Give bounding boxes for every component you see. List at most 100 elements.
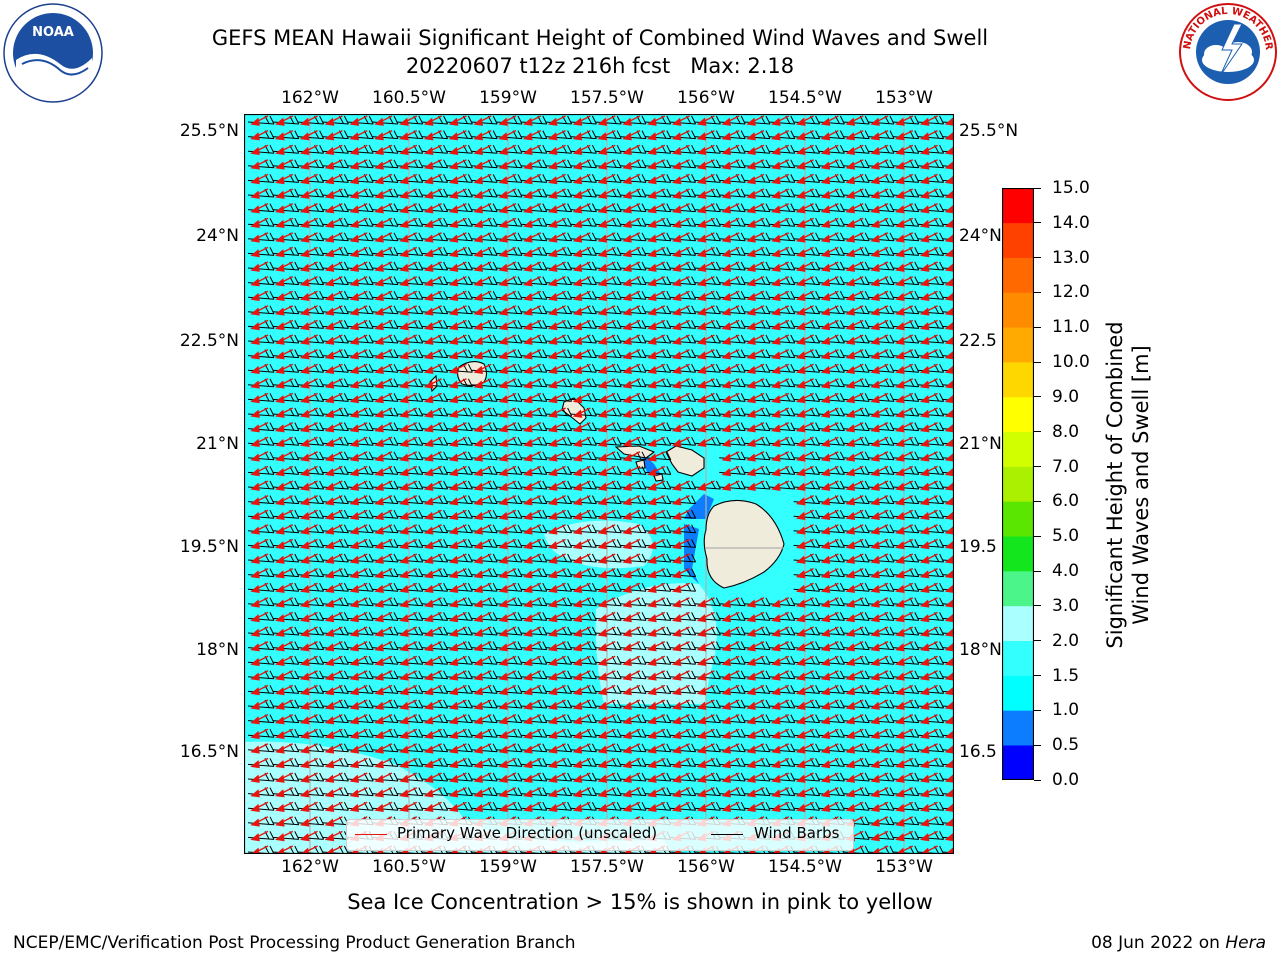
wind-barb-flag <box>839 612 845 621</box>
wind-barb <box>495 369 523 373</box>
wind-barb-flag <box>691 685 697 694</box>
wind-barb <box>495 617 523 621</box>
wave-arrow-head <box>498 161 508 170</box>
wind-barb-flag <box>269 685 275 694</box>
wind-barb-flag <box>443 539 449 548</box>
wave-arrow-head <box>671 117 682 126</box>
lat-label-right: 22.5 <box>959 331 997 351</box>
wind-barb <box>917 486 944 490</box>
wind-barb-flag <box>666 772 672 782</box>
wind-barb <box>917 136 944 140</box>
wind-barb-flag <box>517 480 523 490</box>
wind-barb <box>446 296 473 300</box>
wind-barb <box>347 705 374 709</box>
wind-barb-flag <box>839 728 845 738</box>
wind-barb <box>942 179 954 182</box>
wind-barb-flag <box>418 232 424 242</box>
wind-barb-flag <box>616 714 622 723</box>
wind-barb-flag <box>368 232 374 242</box>
wind-barb-flag <box>269 524 275 534</box>
wind-barb <box>818 223 845 227</box>
wind-barb <box>347 486 374 490</box>
wind-barb <box>768 150 795 154</box>
wind-barb <box>371 807 399 811</box>
wind-barb-flag <box>517 393 523 402</box>
wind-barb-flag <box>839 422 845 431</box>
wind-barb <box>545 530 572 534</box>
wind-barb-flag <box>418 728 424 738</box>
wind-barb <box>743 267 771 271</box>
wind-barb-flag <box>443 130 449 139</box>
wind-barb <box>793 632 820 636</box>
wind-barb-flag <box>641 305 647 315</box>
wind-barb <box>322 282 349 286</box>
wind-barb-flag <box>914 407 920 417</box>
wind-barb <box>495 807 523 811</box>
wind-barb-flag <box>691 320 697 329</box>
wind-barb <box>595 734 622 738</box>
wave-arrow-head <box>448 219 459 229</box>
wind-barb-flag <box>666 451 672 461</box>
wind-barb <box>793 194 820 198</box>
wind-barb <box>446 778 473 782</box>
wind-barb <box>818 676 845 680</box>
wind-barb <box>619 252 647 256</box>
wind-barb <box>545 238 572 242</box>
wind-barb <box>892 793 919 797</box>
wind-barb <box>520 267 547 271</box>
wind-barb-flag <box>591 670 597 680</box>
wind-barb <box>595 398 622 402</box>
wind-barb-flag <box>666 188 672 198</box>
wind-barb <box>471 807 498 811</box>
wind-barb <box>917 690 944 694</box>
wind-barb <box>892 720 919 724</box>
wind-barb <box>272 661 299 665</box>
wind-barb <box>917 836 944 840</box>
wind-barb <box>719 384 746 388</box>
wind-barb <box>843 442 870 446</box>
wind-barb <box>396 238 423 242</box>
wind-barb <box>619 179 647 183</box>
wind-barb-flag <box>765 144 771 154</box>
wind-barb-flag <box>492 685 498 694</box>
wind-barb-flag <box>418 670 424 680</box>
wind-barb <box>793 807 820 811</box>
wind-barb <box>570 705 597 709</box>
wind-barb <box>471 442 498 446</box>
wind-barb <box>719 720 746 724</box>
wind-barb <box>867 501 895 505</box>
wind-barb <box>495 194 523 198</box>
wave-arrow-head <box>721 219 732 229</box>
wave-arrow-head <box>746 205 756 214</box>
wind-barb-flag <box>939 305 945 315</box>
wind-barb <box>694 384 721 388</box>
wind-barb-flag <box>343 655 349 665</box>
wind-barb <box>297 807 324 811</box>
wind-barb <box>843 471 870 475</box>
wind-barb <box>520 632 547 636</box>
wave-arrow-head <box>250 219 260 229</box>
wind-barb-flag <box>591 451 597 461</box>
wind-barb-flag <box>443 758 449 767</box>
wind-barb-flag <box>269 466 275 475</box>
wind-barb-flag <box>269 217 275 227</box>
wind-barb-flag <box>839 247 845 256</box>
wind-barb <box>520 238 547 242</box>
wind-barb <box>396 749 423 753</box>
wind-barb-flag <box>418 597 424 607</box>
wind-barb <box>793 734 820 738</box>
wind-barb-flag <box>864 451 870 461</box>
wind-barb-flag <box>418 699 424 709</box>
wind-barb <box>917 384 944 388</box>
wind-barb-flag <box>889 451 895 461</box>
wind-barb-flag <box>641 363 647 373</box>
wind-barb-flag <box>616 743 622 753</box>
wind-barb <box>520 384 547 388</box>
wind-barb-flag <box>319 378 325 388</box>
wind-barb <box>471 793 498 797</box>
wind-barb <box>371 603 399 607</box>
wind-barb-flag <box>839 641 845 650</box>
wind-barb-flag <box>269 670 275 680</box>
wind-barb-flag <box>319 553 325 563</box>
wind-barb <box>297 632 324 636</box>
